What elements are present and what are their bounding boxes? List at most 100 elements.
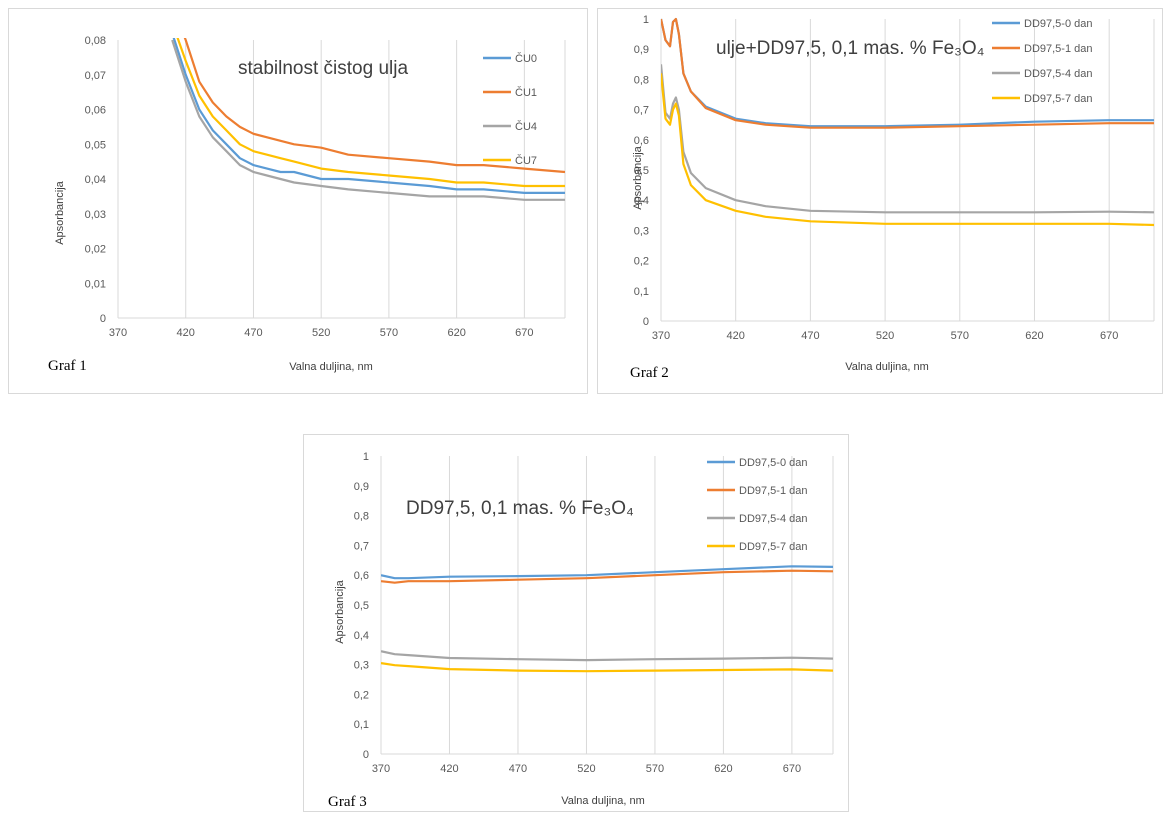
chart-3-series-line-dd97-5-7-dan — [381, 662, 833, 673]
chart-2-legend-label: DD97,5-7 dan — [1024, 93, 1093, 105]
chart-1-x-tick-label: 620 — [447, 327, 465, 339]
chart-1-svg: 0 0,01 0,02 0,03 0,04 0,05 0,06 0,07 0,08 370 420… — [8, 8, 588, 394]
chart-3-y-tick-label: 0,3 — [354, 660, 369, 672]
chart-2-y-tick-label: 0,9 — [634, 44, 649, 56]
chart-1-y-tick-label: 0,08 — [85, 35, 106, 47]
chart-panel-2: 0 0,1 0,2 0,3 0,4 0,5 0,6 0,7 0,8 0,9 1 370 420 470 5… — [597, 8, 1163, 394]
chart-2-x-tick-label: 370 — [652, 330, 670, 342]
chart-2-legend: DD97,5-0 dan DD97,5-1 dan DD97,5-4 dan DD97… — [992, 18, 1093, 105]
chart-1-y-tick-label: 0 — [100, 313, 106, 325]
chart-1-y-tick-label: 0,01 — [85, 278, 106, 290]
chart-2-xlabel: Valna duljina, nm — [845, 361, 929, 373]
chart-3-series-line-dd97-5-4-dan — [381, 650, 833, 662]
chart-2-x-tick-label: 620 — [1025, 330, 1043, 342]
chart-1-x-tick-label: 370 — [109, 327, 127, 339]
chart-3-legend-label: DD97,5-0 dan — [739, 457, 808, 469]
chart-2-y-tick-label: 0,1 — [634, 286, 649, 298]
chart-3-y-tick-label: 0,7 — [354, 540, 369, 552]
chart-1-legend-label: ČU7 — [515, 154, 537, 167]
chart-2-x-tick-label: 670 — [1100, 330, 1118, 342]
chart-2-y-tick-label: 0,4 — [634, 195, 649, 207]
chart-1-annotation: stabilnost čistog ulja — [238, 58, 408, 79]
chart-3-x-tick-label: 470 — [509, 763, 527, 775]
chart-2-y-tick-label: 0,7 — [634, 105, 649, 117]
chart-3-ylabel: Apsorbancija — [334, 579, 346, 643]
chart-1-x-tick-label: 470 — [244, 327, 262, 339]
chart-1-x-tick-label: 570 — [380, 327, 398, 339]
chart-2-y-tick-label: 0,5 — [634, 165, 649, 177]
chart-1-series-line--u1 — [183, 38, 565, 174]
chart-1-y-ticks: 0 0,01 0,02 0,03 0,04 0,05 0,06 0,07 0,08 — [85, 35, 106, 325]
chart-1-series-line--u4 — [171, 39, 565, 201]
chart-1-legend-label: ČU1 — [515, 86, 537, 99]
chart-2-series-group — [661, 17, 1154, 227]
chart-1-x-tick-label: 520 — [312, 327, 330, 339]
chart-3-legend-label: DD97,5-4 dan — [739, 513, 808, 525]
chart-1-y-tick-label: 0,07 — [85, 70, 106, 82]
chart-2-y-tick-label: 0 — [643, 316, 649, 328]
chart-3-y-tick-label: 0,4 — [354, 630, 369, 642]
chart-3-x-tick-label: 370 — [372, 763, 390, 775]
chart-3-frame — [303, 434, 849, 812]
chart-1-legend: ČU0 ČU1 ČU4 ČU7 — [483, 52, 537, 167]
chart-2-svg: 0 0,1 0,2 0,3 0,4 0,5 0,6 0,7 0,8 0,9 1 370 420 470 5… — [597, 8, 1163, 394]
chart-1-ylabel: Apsorbancija — [54, 180, 66, 244]
chart-3-legend-label: DD97,5-1 dan — [739, 485, 808, 497]
chart-2-caption: Graf 2 — [630, 365, 669, 381]
chart-3-x-tick-label: 420 — [440, 763, 458, 775]
chart-1-frame — [8, 8, 588, 394]
chart-3-y-tick-label: 0,6 — [354, 570, 369, 582]
chart-3-y-tick-label: 0 — [363, 749, 369, 761]
chart-2-legend-label: DD97,5-1 dan — [1024, 43, 1093, 55]
chart-3-svg: 0 0,1 0,2 0,3 0,4 0,5 0,6 0,7 0,8 0,9 1 370 420 470 5… — [303, 434, 849, 812]
chart-2-ylabel: Apsorbancija — [632, 145, 644, 209]
chart-2-grid — [660, 19, 1155, 322]
chart-1-legend-label: ČU4 — [515, 120, 537, 133]
chart-1-y-tick-label: 0,03 — [85, 209, 106, 221]
chart-1-legend-label: ČU0 — [515, 52, 537, 65]
chart-3-y-tick-label: 0,5 — [354, 600, 369, 612]
chart-3-y-tick-label: 0,1 — [354, 719, 369, 731]
chart-3-legend: DD97,5-0 dan DD97,5-1 dan DD97,5-4 dan DD97… — [707, 457, 808, 553]
chart-2-y-tick-label: 0,3 — [634, 225, 649, 237]
chart-2-y-ticks: 0 0,1 0,2 0,3 0,4 0,5 0,6 0,7 0,8 0,9 1 — [634, 14, 649, 328]
chart-3-y-ticks: 0 0,1 0,2 0,3 0,4 0,5 0,6 0,7 0,8 0,9 1 — [354, 451, 369, 761]
chart-1-caption: Graf 1 — [48, 358, 87, 374]
chart-3-x-tick-label: 520 — [577, 763, 595, 775]
chart-3-x-tick-label: 620 — [714, 763, 732, 775]
chart-3-xlabel: Valna duljina, nm — [561, 795, 645, 807]
chart-3-series-line-dd97-5-0-dan — [381, 565, 833, 580]
chart-3-x-tick-label: 670 — [783, 763, 801, 775]
chart-3-grid — [380, 456, 834, 755]
chart-1-y-tick-label: 0,05 — [85, 139, 106, 151]
chart-3-annotation: DD97,5, 0,1 mas. % Fe₃O₄ — [406, 498, 634, 519]
chart-2-x-tick-label: 470 — [801, 330, 819, 342]
chart-2-annotation: ulje+DD97,5, 0,1 mas. % Fe₃O₄ — [716, 38, 985, 59]
chart-2-frame — [597, 8, 1163, 394]
chart-2-series-line-dd97-5-1-dan — [661, 17, 1154, 129]
chart-1-series-line--u0 — [172, 38, 565, 194]
chart-3-series-group — [381, 565, 833, 673]
chart-3-y-tick-label: 0,2 — [354, 689, 369, 701]
chart-1-y-tick-label: 0,02 — [85, 244, 106, 256]
chart-1-x-tick-label: 420 — [177, 327, 195, 339]
chart-2-legend-label: DD97,5-4 dan — [1024, 68, 1093, 80]
chart-1-x-tick-label: 670 — [515, 327, 533, 339]
chart-2-y-tick-label: 0,8 — [634, 74, 649, 86]
chart-panel-1: 0 0,01 0,02 0,03 0,04 0,05 0,06 0,07 0,08 370 420… — [8, 8, 588, 394]
chart-2-legend-label: DD97,5-0 dan — [1024, 18, 1093, 30]
chart-3-caption: Graf 3 — [328, 794, 367, 810]
chart-3-legend-label: DD97,5-7 dan — [739, 541, 808, 553]
chart-1-xlabel: Valna duljina, nm — [289, 361, 373, 373]
chart-3-y-tick-label: 0,8 — [354, 511, 369, 523]
chart-panel-3: 0 0,1 0,2 0,3 0,4 0,5 0,6 0,7 0,8 0,9 1 370 420 470 5… — [303, 434, 849, 812]
chart-3-y-tick-label: 0,9 — [354, 481, 369, 493]
chart-3-y-tick-label: 1 — [363, 451, 369, 463]
chart-3-x-tick-label: 570 — [646, 763, 664, 775]
chart-2-series-line-dd97-5-4-dan — [661, 64, 1154, 214]
chart-1-y-tick-label: 0,06 — [85, 105, 106, 117]
chart-2-x-tick-label: 420 — [727, 330, 745, 342]
chart-2-y-tick-label: 1 — [643, 14, 649, 26]
chart-1-grid — [117, 40, 566, 319]
chart-1-series-line--u7 — [176, 38, 565, 188]
